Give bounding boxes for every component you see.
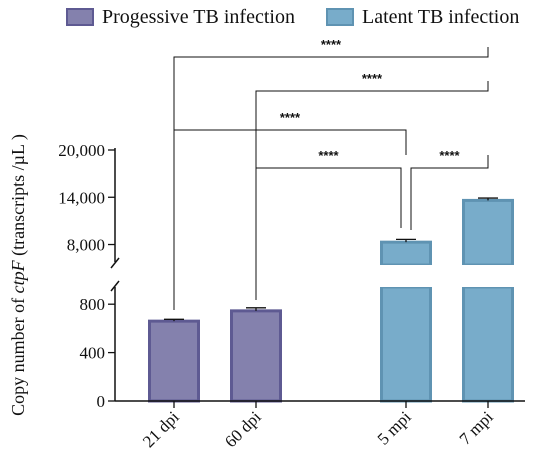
x-tick-label-0: 21 dpi bbox=[139, 407, 183, 451]
legend-label-latent: Latent TB infection bbox=[362, 5, 520, 28]
axis-break-mark-lower bbox=[110, 280, 120, 292]
bar-2-upper bbox=[380, 240, 432, 267]
significance-bracket-3 bbox=[255, 167, 402, 300]
y-tick-label-upper-0: 8,000 bbox=[67, 236, 105, 255]
legend-label-progressive: Progessive TB infection bbox=[102, 5, 295, 28]
legend-item-progressive: Progessive TB infection bbox=[66, 4, 295, 30]
x-tick-label-2: 5 mpi bbox=[374, 407, 415, 448]
y-tick-label-lower-0: 0 bbox=[97, 392, 106, 411]
y-axis-label: Copy number of ctpF (transcripts /µL ) bbox=[8, 134, 29, 416]
bar-0 bbox=[148, 319, 200, 403]
significance-label-2: **** bbox=[280, 110, 301, 125]
y-tick-label-lower-2: 800 bbox=[80, 295, 106, 314]
axis-break-mark-upper bbox=[110, 257, 120, 269]
legend-swatch-latent bbox=[326, 8, 354, 26]
y-tick-label-upper-1: 14,000 bbox=[58, 188, 105, 207]
bar-3-break-gap bbox=[460, 265, 516, 287]
y-tick-label-lower-1: 400 bbox=[80, 344, 106, 363]
bar-3-upper bbox=[462, 198, 514, 267]
significance-label-3: **** bbox=[318, 148, 339, 163]
significance-bracket-0 bbox=[173, 47, 489, 310]
significance-label-1: **** bbox=[362, 71, 383, 86]
y-axis-label-part-1: ctpF bbox=[8, 259, 28, 293]
y-axis-label-part-0: Copy number of bbox=[8, 293, 28, 415]
significance-label-0: **** bbox=[321, 37, 342, 52]
significance-bracket-2 bbox=[173, 129, 407, 300]
bar-2-lower bbox=[380, 285, 432, 403]
bar-1 bbox=[230, 309, 282, 403]
bar-3-lower bbox=[462, 285, 514, 403]
x-tick-label-3: 7 mpi bbox=[456, 407, 497, 448]
bar-2-break-gap bbox=[378, 265, 434, 287]
legend-swatch-progressive bbox=[66, 8, 94, 26]
significance-bracket-4 bbox=[410, 155, 489, 230]
y-tick-label-upper-2: 20,000 bbox=[58, 141, 105, 160]
x-tick-label-1: 60 dpi bbox=[221, 407, 265, 451]
y-axis-label-part-2: (transcripts /µL ) bbox=[8, 134, 29, 260]
legend-item-latent: Latent TB infection bbox=[326, 4, 519, 30]
significance-label-4: **** bbox=[439, 148, 460, 163]
